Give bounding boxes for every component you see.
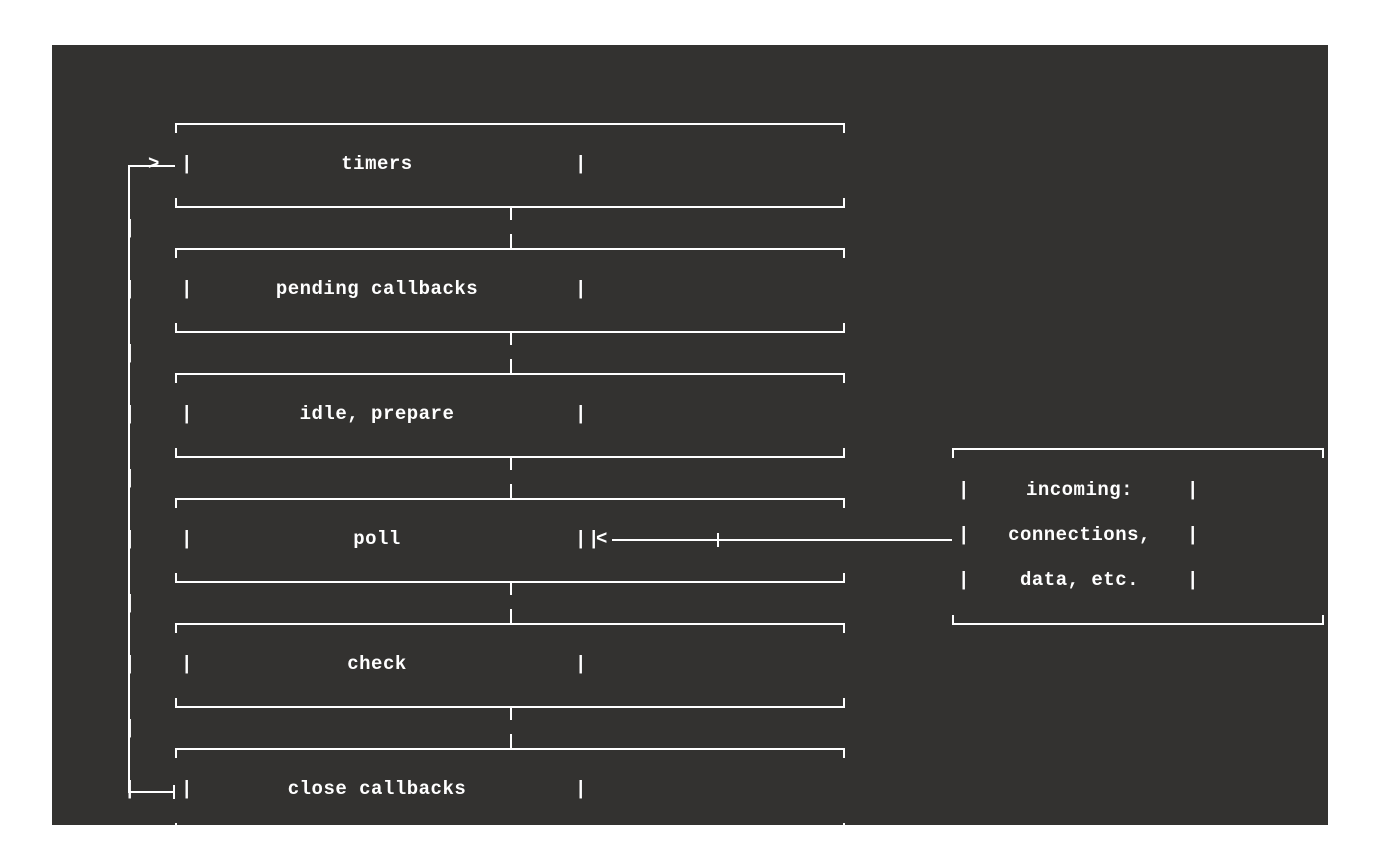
phase-mid-bar-0: | (575, 153, 587, 175)
rail-bar-4: | (124, 653, 136, 675)
phase-box-4-top (175, 623, 845, 625)
poll-arrow-tick (717, 533, 719, 547)
incoming-box-tr (1322, 448, 1324, 458)
incoming-innerbar-2: | (1187, 569, 1199, 591)
phase-box-2-tl (175, 373, 177, 383)
phase-box-0-br (843, 198, 845, 208)
connector-up-1 (510, 234, 512, 248)
connector-down-4 (510, 706, 512, 720)
phase-label-3: poll (202, 528, 552, 550)
incoming-box-tl (952, 448, 954, 458)
connector-down-3 (510, 581, 512, 595)
phase-label-1: pending callbacks (202, 278, 552, 300)
connector-down-1 (510, 331, 512, 345)
phase-label-2: idle, prepare (202, 403, 552, 425)
incoming-box-br (1322, 615, 1324, 625)
connector-up-4 (510, 609, 512, 623)
incoming-line-1: connections, (982, 524, 1177, 546)
phase-box-3-tr (843, 498, 845, 508)
phase-label-0: timers (202, 153, 552, 175)
connector-down-2 (510, 456, 512, 470)
phase-box-5-br (843, 823, 845, 833)
connector-up-5 (510, 734, 512, 748)
incoming-line-2: data, etc. (982, 569, 1177, 591)
poll-arrow-end-bar: | (588, 528, 600, 550)
phase-mid-bar-2: | (575, 403, 587, 425)
incoming-leftbar-1: | (958, 524, 970, 546)
phase-box-2-top (175, 373, 845, 375)
connector-down-0 (510, 206, 512, 220)
incoming-box-bl (952, 615, 954, 625)
incoming-innerbar-1: | (1187, 524, 1199, 546)
incoming-box-bottom (952, 623, 1324, 625)
phase-left-bar-1: | (181, 278, 193, 300)
phase-label-5: close callbacks (202, 778, 552, 800)
rail-bar-2: | (124, 403, 136, 425)
incoming-innerbar-0: | (1187, 479, 1199, 501)
phase-box-2-bl (175, 448, 177, 458)
rail-bar-3: | (124, 528, 136, 550)
incoming-line-0: incoming: (982, 479, 1177, 501)
connector-up-2 (510, 359, 512, 373)
diagram-panel: | timers | | pending callbacks | | idle, prepar… (52, 45, 1328, 825)
incoming-leftbar-2: | (958, 569, 970, 591)
rail-bar-gap-2: | (124, 342, 136, 364)
phase-box-4-tl (175, 623, 177, 633)
phase-label-4: check (202, 653, 552, 675)
phase-box-0-tl (175, 123, 177, 133)
phase-box-1-top (175, 248, 845, 250)
phase-box-4-br (843, 698, 845, 708)
phase-box-1-br (843, 323, 845, 333)
incoming-box-top (952, 448, 1324, 450)
phase-box-3-tl (175, 498, 177, 508)
phase-left-bar-4: | (181, 653, 193, 675)
phase-mid-bar-4: | (575, 653, 587, 675)
phase-box-0-top (175, 123, 845, 125)
phase-box-1-tl (175, 248, 177, 258)
phase-left-bar-5: | (181, 778, 193, 800)
phase-box-0-bl (175, 198, 177, 208)
rail-bar-1: | (124, 278, 136, 300)
phase-box-3-bl (175, 573, 177, 583)
rail-bar-gap-4: | (124, 592, 136, 614)
phase-box-4-bl (175, 698, 177, 708)
rail-bar-gap-5: | (124, 717, 136, 739)
phase-box-1-bl (175, 323, 177, 333)
loop-arrowhead: > (148, 153, 160, 175)
incoming-leftbar-0: | (958, 479, 970, 501)
phase-box-2-tr (843, 373, 845, 383)
phase-box-5-tr (843, 748, 845, 758)
phase-box-5-bl (175, 823, 177, 833)
phase-box-4-tr (843, 623, 845, 633)
loop-top-tick (128, 165, 130, 175)
phase-box-3-br (843, 573, 845, 583)
loop-bottom-bar (173, 785, 175, 799)
rail-bar-5: | (124, 778, 136, 800)
phase-left-bar-2: | (181, 403, 193, 425)
phase-box-2-br (843, 448, 845, 458)
phase-box-5-top (175, 748, 845, 750)
phase-mid-bar-3: | (575, 528, 587, 550)
phase-box-5-tl (175, 748, 177, 758)
phase-box-0-tr (843, 123, 845, 133)
poll-arrow-shaft (612, 539, 952, 541)
rail-bar-gap-3: | (124, 467, 136, 489)
phase-left-bar-0: | (181, 153, 193, 175)
connector-up-3 (510, 484, 512, 498)
phase-left-bar-3: | (181, 528, 193, 550)
phase-box-5-bottom (175, 831, 845, 833)
phase-mid-bar-1: | (575, 278, 587, 300)
phase-box-3-top (175, 498, 845, 500)
rail-bar-gap-1: | (124, 217, 136, 239)
phase-box-1-tr (843, 248, 845, 258)
phase-mid-bar-5: | (575, 778, 587, 800)
